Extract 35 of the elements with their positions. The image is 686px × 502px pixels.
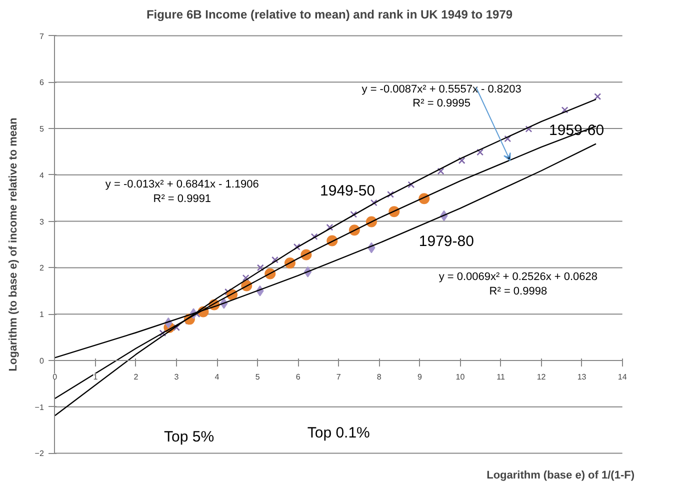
y-tick-label: 7 [39, 32, 44, 41]
chart-title: Figure 6B Income (relative to mean) and rank in UK 1949 to 1979 [146, 8, 513, 22]
x-tick-label: 14 [618, 372, 628, 382]
annotation: y = -0.0087x² + 0.5557x - 0.8203 R² = 0.9995 [362, 83, 522, 110]
x-tick-label: 0 [52, 372, 58, 382]
x-tick-label: 13 [577, 372, 587, 382]
annotation: 1979-80 [418, 232, 474, 250]
x-tick-label: 9 [417, 372, 422, 382]
x-tick-label: 12 [536, 372, 546, 382]
annotation: 1949-50 [320, 182, 376, 200]
x-axis-title: Logarithm (base e) of 1/(1-F) [486, 470, 635, 482]
y-tick-label: 4 [39, 170, 44, 180]
x-tick-label: 5 [255, 372, 260, 382]
annotation: Top 0.1% [307, 424, 370, 442]
annotation: y = 0.0069x² + 0.2526x + 0.0628 R² = 0.9998 [438, 271, 598, 298]
x-tick-label: 10 [456, 372, 466, 382]
y-tick-label: 3 [39, 217, 44, 226]
y-tick-label: −2 [34, 449, 44, 458]
x-tick-label: 8 [376, 372, 382, 382]
y-tick-label: 2 [39, 264, 44, 273]
x-tick-label: 3 [174, 372, 180, 382]
x-tick-label: 1 [93, 372, 98, 382]
annotation: y = -0.013x² + 0.6841x - 1.1906 R² = 0.9991 [105, 178, 259, 205]
x-tick-label: 2 [134, 372, 139, 382]
y-tick-label: 5 [39, 124, 44, 134]
x-tick-label: 7 [336, 372, 342, 382]
y-tick-label: 1 [39, 310, 44, 320]
annotation: Top 5% [164, 428, 214, 446]
y-tick-label: −1 [34, 402, 44, 412]
y-tick-label: 0 [39, 356, 44, 366]
x-tick-label: 11 [496, 372, 506, 382]
x-tick-label: 4 [214, 372, 220, 382]
x-tick-label: 6 [296, 372, 301, 382]
y-tick-label: 6 [39, 78, 44, 88]
y-axis-title: Logarithm (to base e) of income relative to mean [8, 117, 20, 372]
